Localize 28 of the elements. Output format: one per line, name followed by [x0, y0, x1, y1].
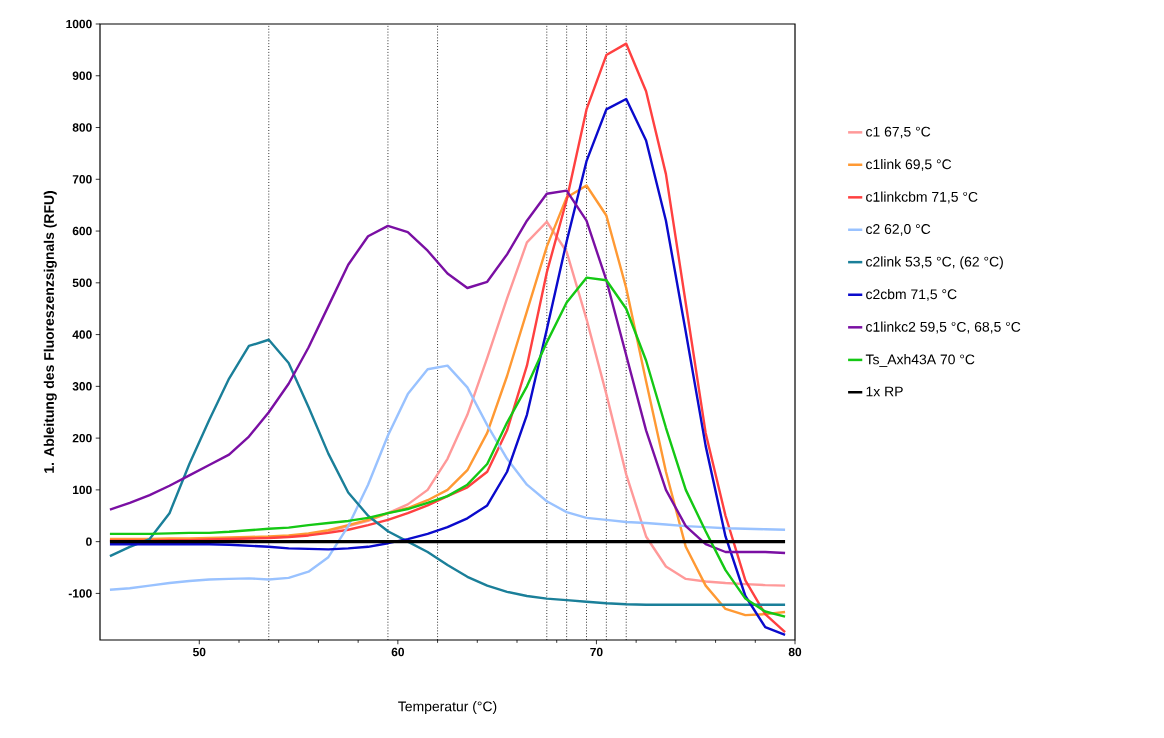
legend-label: Ts_Axh43A 70 °C: [865, 354, 975, 367]
x-tick-label: 80: [788, 647, 802, 657]
y-tick-label: 700: [72, 175, 92, 184]
x-tick-label: 60: [391, 647, 405, 657]
x-tick-label: 50: [193, 647, 206, 657]
y-tick-label: 300: [72, 382, 92, 391]
y-tick-label: -100: [68, 589, 92, 598]
legend-label: c1 67,5 °C: [866, 126, 931, 139]
x-axis-title: Temperatur (°C): [398, 701, 497, 715]
legend-label: c2link 53,5 °C, (62 °C): [866, 256, 1003, 270]
legend-label: 1x RP: [866, 386, 903, 397]
y-tick-label: 0: [86, 537, 92, 546]
y-tick-label: 400: [72, 330, 92, 339]
x-tick-label: 70: [590, 647, 603, 657]
legend-label: c1linkc2 59,5 °C, 68,5 °C: [866, 321, 1021, 334]
y-tick-label: 1000: [66, 19, 92, 29]
y-tick-label: 500: [72, 278, 92, 288]
y-tick-label: 200: [72, 433, 92, 443]
y-tick-label: 100: [73, 485, 92, 495]
y-tick-label: 900: [72, 71, 92, 80]
line-series: [108, 364, 787, 591]
legend-label: c2cbm 71,5 °C: [866, 288, 957, 301]
legend-label: c2 62,0 °C: [866, 224, 931, 236]
legend-label: c1link 69,5 °C: [866, 158, 952, 171]
legend-label: c1linkcbm 71,5 °C: [866, 191, 978, 204]
y-tick-label: 800: [72, 123, 92, 132]
y-tick-label: 600: [72, 226, 92, 236]
y-axis-title: 1. Ableitung des Fluoreszenzsignals (RFU): [43, 191, 57, 473]
